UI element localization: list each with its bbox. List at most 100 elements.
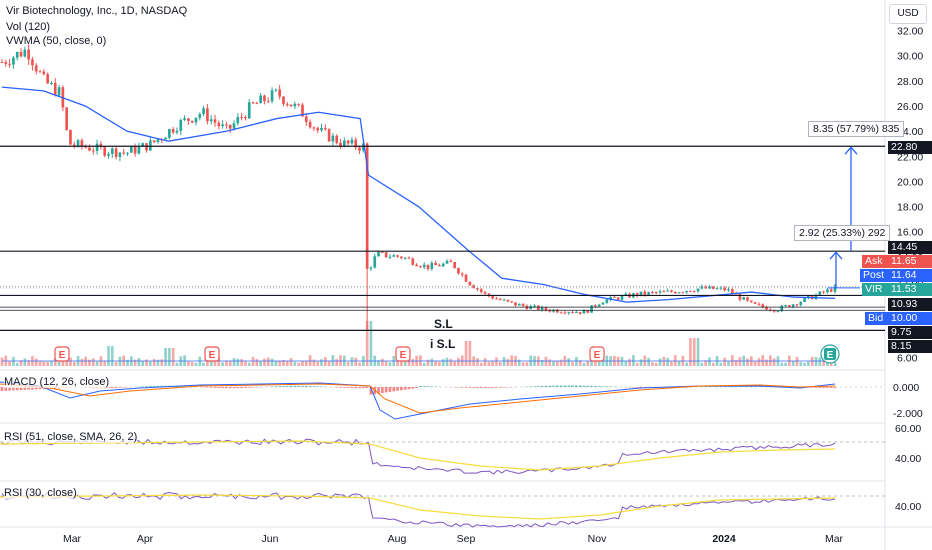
earnings-marker-upcoming[interactable]: E xyxy=(820,344,840,364)
candle-body xyxy=(183,118,186,120)
candle-body xyxy=(788,305,791,308)
macd-histogram-bar xyxy=(339,387,342,388)
time-tick-label: 2024 xyxy=(712,533,736,545)
macd-histogram-bar xyxy=(251,387,255,388)
candle-body xyxy=(677,292,681,294)
candle-body xyxy=(323,127,327,130)
candle-body xyxy=(807,295,810,298)
candle-body xyxy=(822,291,825,293)
candle-body xyxy=(247,102,251,119)
volume-bar xyxy=(498,362,502,366)
rsi1-panel xyxy=(0,438,885,475)
macd-histogram-bar xyxy=(575,385,578,387)
volume-bar xyxy=(803,362,806,366)
candle-body xyxy=(331,135,335,142)
macd-histogram-bar xyxy=(141,386,145,387)
rsi1-indicator-label[interactable]: RSI (51, close, SMA, 26, 2) xyxy=(4,431,138,443)
volume-bar xyxy=(297,362,301,366)
volume-bar xyxy=(232,358,236,366)
candle-body xyxy=(749,300,753,303)
volume-bar xyxy=(780,362,784,366)
candle-body xyxy=(826,289,829,293)
candle-body xyxy=(31,59,34,66)
measure-arrow-1-head xyxy=(829,251,843,260)
volume-bar xyxy=(521,362,525,366)
volume-bar xyxy=(152,359,156,366)
macd-signal-line xyxy=(0,383,836,414)
candle-body xyxy=(700,286,704,289)
candle-body xyxy=(251,102,255,104)
candle-body xyxy=(4,62,8,64)
candle-body xyxy=(738,294,742,300)
volume-bar xyxy=(225,360,228,366)
earnings-marker[interactable]: E xyxy=(395,346,411,362)
volume-bar xyxy=(145,359,148,366)
volume-bar xyxy=(27,360,30,366)
macd-histogram-bar xyxy=(495,387,498,388)
candle-body xyxy=(613,296,616,298)
earnings-marker[interactable]: E xyxy=(589,346,605,362)
candlesticks xyxy=(0,44,837,330)
candle-body xyxy=(689,290,692,292)
volume-bar xyxy=(753,360,757,366)
candle-body xyxy=(818,291,822,295)
volume-bar xyxy=(0,357,4,366)
volume-bar xyxy=(164,348,167,366)
ask-label: Ask xyxy=(862,255,888,268)
volume-bar xyxy=(274,361,278,366)
currency-button[interactable]: USD xyxy=(889,4,927,24)
macd-histogram-bar xyxy=(274,386,278,387)
chart-title: Vir Biotechnology, Inc., 1D, NASDAQ xyxy=(6,5,188,17)
measure-label-2[interactable]: 8.35 (57.79%) 835 xyxy=(808,121,905,137)
volume-bar xyxy=(476,358,479,366)
vir-label: VIR xyxy=(862,283,888,296)
earnings-marker[interactable]: E xyxy=(204,346,220,362)
candle-body xyxy=(765,306,768,310)
rsi2-indicator-label[interactable]: RSI (30, close) xyxy=(4,487,77,499)
vwma-indicator-label[interactable]: VWMA (50, close, 0) xyxy=(6,35,107,47)
macd-histogram-bar xyxy=(34,387,38,390)
candle-body xyxy=(46,74,49,84)
volume-bar xyxy=(301,361,304,366)
candle-body xyxy=(704,286,708,289)
volume-bar xyxy=(244,360,247,366)
candle-body xyxy=(114,148,118,157)
candle-body xyxy=(171,129,175,133)
candle-body xyxy=(803,297,806,302)
candle-body xyxy=(263,95,266,102)
volume-bar xyxy=(468,341,472,366)
volume-bar xyxy=(704,360,708,366)
macd-histogram-bar xyxy=(829,387,833,388)
candle-body xyxy=(673,291,677,294)
candle-body xyxy=(343,140,346,147)
volume-bar xyxy=(23,358,27,366)
volume-bar xyxy=(506,359,510,366)
macd-histogram-bar xyxy=(358,387,361,389)
macd-histogram-bar xyxy=(419,385,422,387)
candle-body xyxy=(510,301,514,303)
candle-body xyxy=(274,89,278,91)
volume-indicator-label[interactable]: Vol (120) xyxy=(6,21,51,33)
earnings-marker[interactable]: E xyxy=(54,346,70,362)
candle-body xyxy=(133,146,137,154)
macd-histogram-bar xyxy=(498,387,502,388)
candle-body xyxy=(575,312,578,314)
candle-body xyxy=(327,129,331,142)
candle-body xyxy=(620,295,624,300)
measure-label-1[interactable]: 2.92 (25.33%) 292 xyxy=(794,225,891,241)
candle-body xyxy=(601,302,605,305)
macd-histogram-bar xyxy=(304,385,308,387)
candle-body xyxy=(312,127,316,129)
volume-bar xyxy=(350,357,354,366)
volume-bar xyxy=(525,362,529,366)
candle-body xyxy=(544,307,548,311)
macd-indicator-label[interactable]: MACD (12, 26, close) xyxy=(4,376,110,388)
volume-bar xyxy=(15,362,19,366)
macd-histogram-bar xyxy=(12,387,15,391)
volume-bar xyxy=(772,358,776,366)
measure-arrow-2-head xyxy=(844,146,858,155)
volume-bar xyxy=(285,360,289,366)
candle-body xyxy=(453,262,456,269)
